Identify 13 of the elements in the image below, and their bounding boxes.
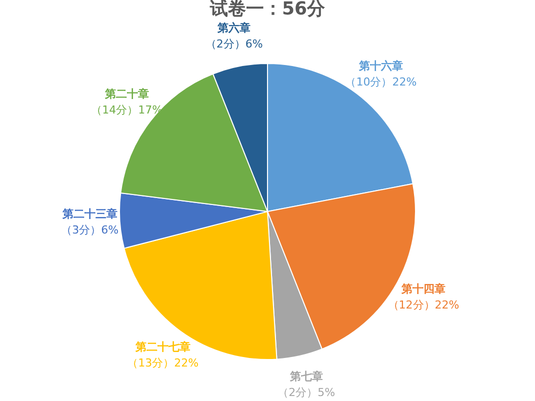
data-label: （2分）6% bbox=[205, 38, 263, 51]
data-label: （12分）22% bbox=[388, 298, 460, 312]
slice-label: 第六章 bbox=[216, 22, 251, 35]
slice-label: 第二十七章 bbox=[134, 340, 190, 354]
data-label: （3分）6% bbox=[61, 224, 119, 237]
data-label: （13分）22% bbox=[127, 356, 199, 370]
slice-label: 第二十三章 bbox=[61, 208, 118, 221]
slice-label: 第七章 bbox=[288, 370, 323, 384]
slice-label: 第十四章 bbox=[400, 282, 446, 296]
slice-label: 第二十章 bbox=[104, 87, 149, 100]
slice-label: 第十六章 bbox=[358, 59, 403, 72]
data-label: （2分）5% bbox=[278, 386, 336, 400]
data-label: （10分）22% bbox=[345, 75, 417, 88]
